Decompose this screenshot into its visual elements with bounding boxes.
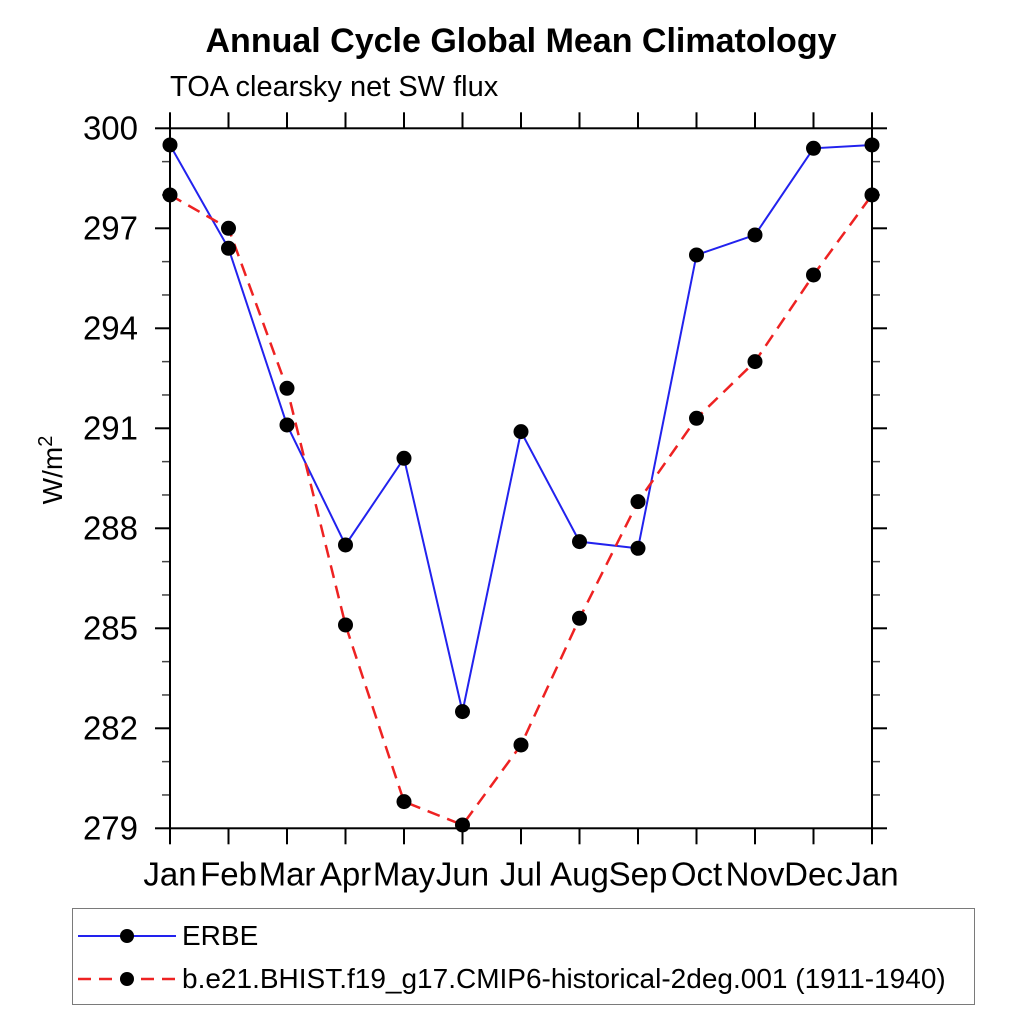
data-point-marker-erbe [630,540,646,556]
data-point-marker-model [279,380,295,396]
x-axis-tick-label: May [373,855,436,892]
x-axis-tick-label: Nov [726,855,785,892]
data-point-marker-erbe [689,247,704,263]
data-point-marker-erbe [806,140,821,156]
series-line-model [169,193,874,827]
data-point-marker-model [396,794,412,810]
data-point-marker-erbe [572,534,587,550]
y-axis-tick-label: 291 [83,409,138,446]
data-point-marker-model [572,610,587,626]
data-point-marker-model [864,187,880,203]
data-point-marker-model [338,617,353,633]
legend-label-model: b.e21.BHIST.f19_g17.CMIP6-historical-2de… [182,962,946,994]
x-axis-tick-label: Mar [259,855,316,892]
data-point-marker-erbe [338,537,353,553]
legend-sample-marker [120,928,134,943]
y-axis-title: W/m2 [35,436,68,505]
x-axis-tick-label: Jan [143,855,196,892]
x-axis-tick-label: Sep [609,855,668,892]
data-point-marker-erbe [279,417,295,433]
data-point-marker-erbe [162,137,178,153]
y-axis-tick-label: 279 [83,809,138,846]
x-axis-tick-label: Dec [784,855,843,892]
data-point-marker-erbe [455,704,470,720]
data-point-marker-model [513,737,529,753]
chart-subtitle: TOA clearsky net SW flux [170,71,499,103]
data-point-marker-erbe [513,424,529,440]
x-axis-tick-label: Apr [320,855,371,892]
data-point-marker-model [689,410,704,426]
data-point-marker-model [162,187,178,203]
y-axis-tick-label: 288 [83,509,138,546]
x-axis-tick-label: Oct [671,855,722,892]
legend-line-sample-erbe-icon [78,928,176,943]
data-point-marker-model [747,354,763,370]
chart-title: Annual Cycle Global Mean Climatology [205,22,837,60]
legend-label-erbe: ERBE [182,919,259,951]
data-point-marker-model [221,220,236,236]
data-point-marker-model [455,817,470,833]
x-axis-tick-label: Feb [200,855,257,892]
data-point-marker-erbe [396,450,412,466]
data-point-marker-erbe [864,137,880,153]
y-axis-tick-label: 300 [83,109,138,146]
legend-item-model: b.e21.BHIST.f19_g17.CMIP6-historical-2de… [78,957,974,1000]
legend-item-erbe: ERBE [78,914,974,957]
data-point-marker-erbe [747,227,763,243]
data-point-marker-model [630,494,646,510]
data-point-marker-erbe [221,240,236,256]
y-axis-tick-label: 282 [83,709,138,746]
x-axis-tick-label: Jun [436,855,489,892]
y-axis-tick-label: 297 [83,209,138,246]
legend-sample-marker [120,971,134,986]
legend: ERBE b.e21.BHIST.f19_g17.CMIP6-historica… [72,908,975,1005]
x-axis-tick-label: Aug [550,855,609,892]
y-axis-tick-label: 294 [83,309,138,346]
data-point-marker-model [806,267,821,283]
plot-frame [169,127,873,830]
y-axis-tick-label: 285 [83,609,138,646]
x-axis-tick-label: Jul [500,855,542,892]
x-axis-tick-label: Jan [845,855,898,892]
legend-line-sample-model-icon [78,971,176,986]
